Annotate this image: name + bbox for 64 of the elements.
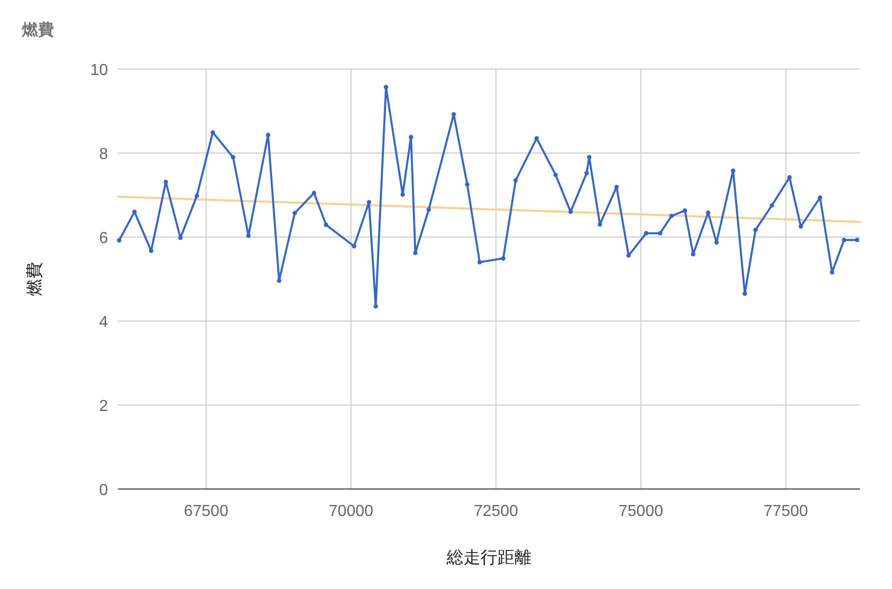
point [276, 278, 282, 283]
point [384, 84, 388, 90]
point [584, 170, 589, 176]
point [132, 210, 137, 214]
point [644, 231, 648, 236]
point [477, 260, 482, 264]
point [501, 256, 506, 261]
point [818, 195, 822, 200]
x-tick-label: 77500 [764, 503, 808, 520]
point [400, 192, 405, 197]
y-tick-label: 6 [99, 230, 108, 247]
point [413, 250, 418, 256]
point [534, 136, 539, 140]
point [426, 208, 431, 212]
chart-title: 燃費 [21, 21, 54, 39]
point [658, 231, 662, 236]
x-tick-label: 75000 [618, 503, 664, 520]
y-tick-label: 10 [90, 62, 108, 79]
point [742, 292, 748, 296]
x-tick-label: 72500 [474, 503, 518, 520]
x-tick-label: 70000 [328, 503, 374, 520]
point [465, 182, 470, 187]
point [587, 155, 592, 160]
point [553, 172, 558, 178]
point [770, 203, 774, 208]
point [513, 178, 518, 182]
point [148, 248, 154, 254]
y-axis-title: 燃費 [25, 262, 44, 296]
point [568, 210, 573, 214]
point [194, 194, 200, 198]
point [614, 184, 619, 190]
point [246, 234, 251, 238]
point [352, 244, 356, 248]
point [854, 238, 860, 242]
point [682, 208, 688, 213]
point [753, 228, 758, 232]
x-axis-title: 総走行距離 [446, 548, 532, 567]
point [312, 190, 316, 196]
point [690, 252, 696, 256]
point [116, 238, 122, 243]
point [714, 240, 719, 245]
point [669, 214, 674, 218]
point [798, 224, 804, 229]
y-tick-label: 8 [99, 146, 108, 163]
point [842, 238, 846, 242]
point [830, 270, 834, 274]
point [706, 210, 710, 215]
point [408, 134, 414, 140]
point [230, 155, 236, 160]
point [210, 130, 215, 135]
point [598, 222, 602, 227]
y-tick-label: 4 [99, 314, 108, 331]
point [266, 132, 270, 138]
x-tick-label: 67500 [184, 503, 228, 520]
point [366, 200, 372, 204]
point [178, 236, 183, 240]
point [626, 253, 631, 258]
point [374, 304, 378, 308]
point [164, 180, 168, 184]
point [292, 210, 297, 216]
y-tick-label: 0 [99, 482, 108, 499]
y-tick-label: 2 [99, 398, 108, 415]
point [324, 222, 328, 228]
point [730, 168, 736, 173]
